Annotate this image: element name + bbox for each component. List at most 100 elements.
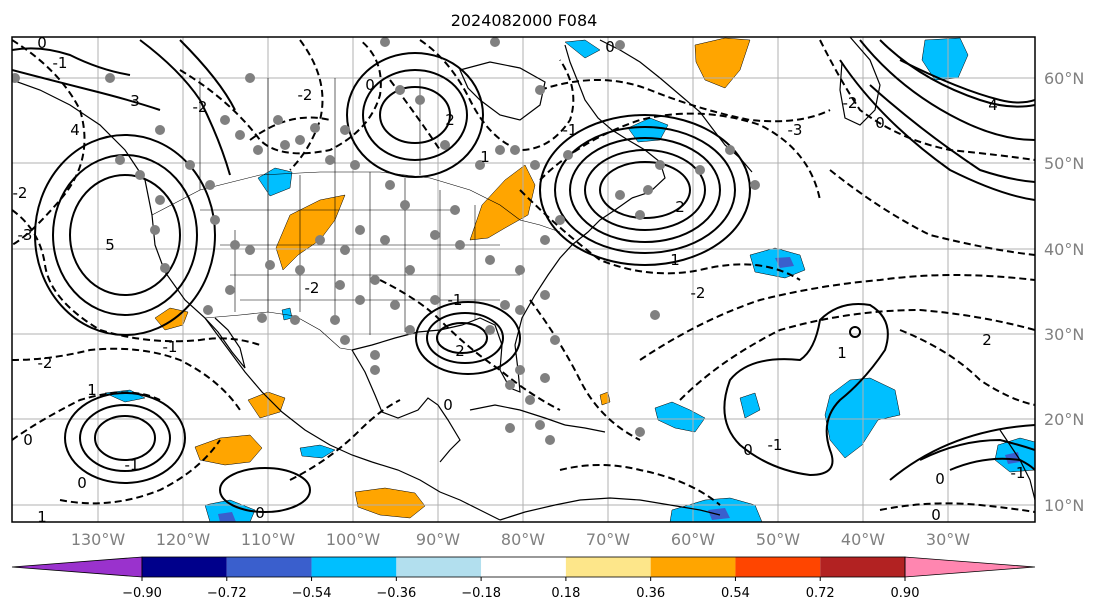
- svg-text:-1: -1: [53, 54, 68, 72]
- lat-label: 10°N: [1044, 496, 1084, 515]
- colorbar-tick-label: 0.18: [551, 586, 580, 601]
- svg-text:-2: -2: [298, 86, 313, 104]
- figure-title: 2024082000 F084: [451, 11, 598, 30]
- svg-text:-1: -1: [563, 121, 578, 139]
- colorbar-bin: [142, 557, 227, 577]
- lon-label: 80°W: [501, 530, 545, 549]
- coast-us-east: [514, 197, 633, 346]
- contour-dash-12: [679, 308, 1035, 401]
- colorbar-bin: [735, 557, 821, 577]
- fill-region-newfoundland: [627, 117, 669, 143]
- fill-region-central-america: [354, 487, 426, 519]
- coast-south-america: [499, 497, 721, 521]
- political-borders: [151, 78, 561, 351]
- contour-high-atlantic-low-2: [723, 303, 889, 477]
- coast-central-america: [371, 461, 501, 521]
- contour-high-ne-atlantic-4: [869, 84, 1035, 183]
- contour-high-atlantic-5: [539, 114, 751, 266]
- colorbar-outline: [141, 556, 906, 578]
- contour-high-ne-atlantic-5: [899, 59, 1035, 104]
- contour-high-canada-2: [362, 69, 468, 161]
- contour-high-pacific-sw-3: [64, 392, 186, 484]
- fill-region-gulf-tehuantepec: [299, 444, 336, 459]
- colorbar-bin: [226, 557, 312, 577]
- contour-dash-23: [249, 116, 331, 141]
- contour-high-gulf-2: [426, 312, 504, 364]
- svg-text:0: 0: [37, 34, 47, 52]
- coast-pacific-northwest: [12, 79, 373, 463]
- svg-text:-2: -2: [38, 354, 53, 372]
- svg-text:-1: -1: [125, 456, 140, 474]
- contour-high-pacific-sw-1: [94, 415, 156, 461]
- contour-high-pacific-central: [219, 467, 311, 513]
- svg-text:0: 0: [931, 506, 941, 524]
- contour-high-nw-3: [139, 39, 231, 176]
- border-canada-provinces: [199, 78, 421, 190]
- contour-dash-18: [559, 464, 721, 506]
- colorbar-tick-label: −0.36: [376, 586, 416, 601]
- contour-dash-3: [179, 39, 382, 155]
- lon-label: 120°W: [156, 530, 211, 549]
- contour-dash-16: [59, 439, 221, 505]
- contour-high-ne-atlantic-2: [879, 39, 1035, 108]
- positive-contours: [12, 39, 1035, 513]
- svg-text:2: 2: [675, 198, 685, 216]
- svg-text:-2: -2: [305, 279, 320, 297]
- contour-dash-11: [639, 274, 1035, 361]
- coast-hudson-bay: [459, 61, 546, 121]
- lat-label: 30°N: [1044, 325, 1084, 344]
- contour-high-east-1: [919, 438, 1035, 461]
- lon-label: 110°W: [241, 530, 296, 549]
- colorbar-bin: [311, 557, 397, 577]
- contour-high-nw-4: [179, 39, 236, 111]
- svg-text:1: 1: [37, 508, 47, 526]
- colorbar-tick-label: 0.72: [806, 586, 835, 601]
- graticule: [12, 37, 1035, 522]
- contour-dash-21: [879, 502, 1035, 513]
- fill-region-pacific-mexico: [194, 434, 263, 466]
- longitude-axis: 130°W 120°W 110°W 100°W 90°W 80°W 70°W 6…: [71, 530, 970, 549]
- svg-text:-3: -3: [788, 121, 803, 139]
- lon-label: 50°W: [756, 530, 800, 549]
- fill-region-hudson: [564, 39, 601, 59]
- contour-high-nw-2: [12, 69, 161, 111]
- contour-dash-1: [12, 39, 86, 246]
- fill-region-mexico-west: [247, 391, 286, 419]
- contour-high-atlantic-low-1: [849, 326, 861, 338]
- fill-region-atlantic-small: [739, 392, 761, 419]
- contour-high-gulf-1: [436, 322, 488, 354]
- colorbar-tick-label: −0.18: [461, 586, 501, 601]
- coast-maritimes: [564, 44, 666, 199]
- colorbar-extend-low: [11, 556, 143, 578]
- svg-text:-1: -1: [448, 291, 463, 309]
- svg-text:-2: -2: [13, 184, 28, 202]
- svg-text:0: 0: [255, 504, 265, 522]
- fill-region-pacific-south-core: [218, 512, 236, 522]
- contour-dash-7: [519, 189, 801, 281]
- colorbar-tick-label: 0.54: [721, 586, 750, 601]
- colorbar-labels: −0.90 −0.72 −0.54 −0.36 −0.18 0.18 0.36 0.54 0.7…: [122, 577, 919, 601]
- contour-high-atlantic-3: [569, 137, 721, 243]
- svg-text:1: 1: [480, 148, 490, 166]
- colorbar-bin: [650, 557, 736, 577]
- contour-dash-13: [899, 329, 1035, 406]
- contour-high-ne-atlantic-3: [839, 59, 1035, 201]
- svg-text:-1: -1: [768, 436, 783, 454]
- positive-anomaly-fills: [154, 37, 751, 519]
- svg-text:-2: -2: [193, 98, 208, 116]
- colorbar-tick-label: −0.90: [122, 586, 162, 601]
- coast-us-gulf: [351, 317, 503, 371]
- contour-dash-4: [289, 39, 324, 171]
- svg-text:4: 4: [988, 96, 998, 114]
- svg-text:0: 0: [365, 76, 375, 94]
- svg-text:0: 0: [443, 396, 453, 414]
- fill-region-labrador: [694, 37, 751, 89]
- colorbar-bin: [481, 557, 566, 577]
- contour-high-canada-1: [379, 86, 451, 144]
- svg-text:-2: -2: [843, 94, 858, 112]
- coast-cuba: [469, 404, 566, 426]
- contour-dash-15: [12, 391, 161, 441]
- lat-label: 60°N: [1044, 69, 1084, 88]
- svg-text:-3: -3: [18, 226, 33, 244]
